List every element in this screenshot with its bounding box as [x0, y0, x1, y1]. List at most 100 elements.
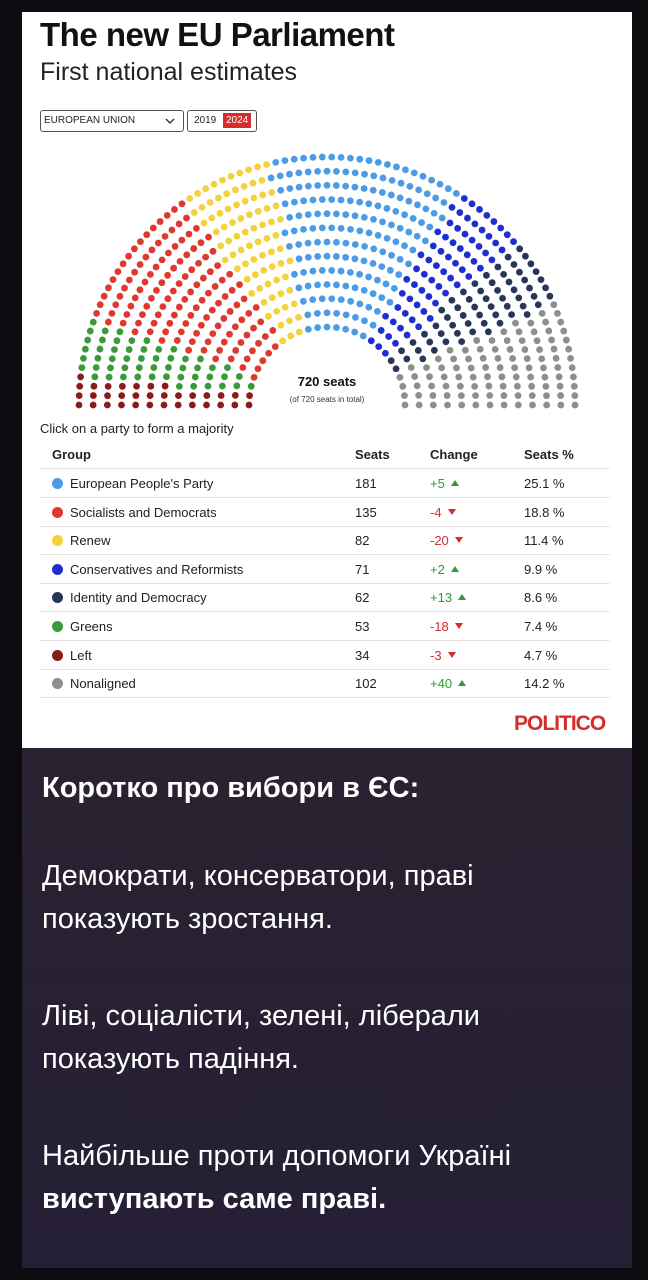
seat-dot [472, 392, 479, 400]
seat-dot [397, 324, 404, 332]
seat-dot [140, 346, 148, 353]
seat-dot [170, 311, 178, 319]
seat-dot [494, 354, 502, 362]
seat-dot [200, 219, 208, 227]
seat-dot [204, 382, 212, 390]
seat-dot [164, 364, 172, 371]
seat-dot [250, 224, 258, 232]
arrow-shape [455, 623, 463, 629]
seat-dot [328, 224, 336, 232]
seat-dot [482, 295, 490, 303]
seat-dot [449, 321, 457, 329]
seat-dot [231, 323, 239, 331]
party-seats: 82 [355, 533, 370, 549]
seat-dot [131, 328, 139, 336]
seat-dot [527, 373, 534, 381]
seat-dot [488, 256, 496, 264]
seat-dot [142, 253, 150, 261]
seat-dot [521, 276, 529, 284]
seat-dot [80, 354, 87, 362]
seat-dot [382, 312, 389, 320]
region-select[interactable]: EUROPEAN UNION [40, 110, 184, 132]
seat-dot [166, 319, 174, 327]
seat-dot [447, 274, 454, 282]
seat-dot [428, 382, 436, 390]
seat-dot [396, 255, 404, 263]
seat-dot [200, 274, 207, 282]
party-row[interactable]: Left 34 -3 4.7 % [40, 641, 610, 670]
party-row[interactable]: Greens 53 -18 7.4 % [40, 612, 610, 641]
seat-dot [388, 221, 395, 229]
seat-dot [194, 364, 201, 372]
seat-dot [458, 266, 466, 274]
column-header: Change [430, 447, 478, 462]
seat-dot [426, 338, 434, 346]
seat-dot [232, 347, 240, 354]
party-row[interactable]: Conservatives and Reformists 71 +2 9.9 % [40, 555, 610, 584]
seat-dot [398, 289, 406, 297]
seat-dot [492, 311, 500, 319]
seat-dot [421, 330, 428, 338]
seat-dot [461, 230, 469, 238]
seat-dot [295, 212, 303, 220]
seat-dot [245, 166, 252, 174]
seat-dot [309, 296, 317, 304]
seat-dot [271, 343, 279, 351]
seat-dot [444, 253, 452, 261]
party-dot [52, 649, 63, 661]
seat-dot [414, 201, 421, 209]
seat-dot [191, 373, 199, 381]
seat-dot [432, 299, 439, 307]
seat-dot [430, 346, 438, 354]
seat-dot [314, 238, 321, 246]
seat-dot [456, 245, 464, 252]
seat-dot [386, 266, 394, 274]
seat-dot [337, 153, 345, 161]
seat-dot [234, 265, 241, 273]
seat-dot [361, 242, 368, 250]
seat-dot [399, 382, 407, 390]
seat-dot [261, 333, 269, 340]
seat-dot [570, 382, 578, 390]
seat-dot [388, 251, 395, 259]
party-row[interactable]: Nonaligned 102 +40 14.2 % [40, 669, 610, 699]
seat-dot [398, 347, 405, 355]
seat-dot [220, 315, 228, 322]
seat-dot [403, 331, 411, 339]
seat-dot [365, 273, 373, 281]
seat-dot [197, 321, 205, 329]
seat-dot [396, 373, 404, 381]
year-option[interactable]: 2024 [223, 113, 252, 128]
seat-dot [456, 382, 464, 390]
party-row[interactable]: European People's Party 181 +5 25.1 % [40, 469, 610, 498]
seat-dot [477, 287, 485, 295]
seat-dot [226, 270, 234, 278]
seat-dot [454, 329, 461, 337]
seat-dot [238, 316, 246, 324]
seat-dot [206, 373, 214, 381]
seat-dot [542, 284, 549, 292]
party-row[interactable]: Renew 82 -20 11.4 % [40, 526, 610, 556]
seat-dot [318, 224, 326, 232]
seat-dot [512, 319, 519, 327]
seat-dot [464, 214, 471, 222]
party-row[interactable]: Socialists and Democrats 135 -4 18.8 % [40, 498, 610, 527]
party-row[interactable]: Identity and Democracy 62 +13 8.6 % [40, 583, 610, 613]
year-option[interactable]: 2019 [194, 115, 217, 126]
seat-dot [206, 199, 214, 206]
seat-dot [367, 337, 375, 345]
party-seats: 181 [355, 476, 377, 491]
seat-dot [533, 337, 541, 345]
arrow-shape [448, 651, 456, 658]
seat-dot [503, 337, 511, 344]
seat-dot [281, 157, 289, 164]
seat-dot [448, 296, 456, 304]
seat-dot [499, 294, 506, 302]
seat-dot [543, 401, 551, 409]
seat-dot [437, 247, 445, 255]
seat-dot [360, 257, 368, 265]
seat-dot [526, 284, 533, 292]
region-label: EUROPEAN UNION [44, 115, 136, 126]
party-change: +2 [430, 562, 459, 577]
seat-dot [104, 318, 112, 326]
